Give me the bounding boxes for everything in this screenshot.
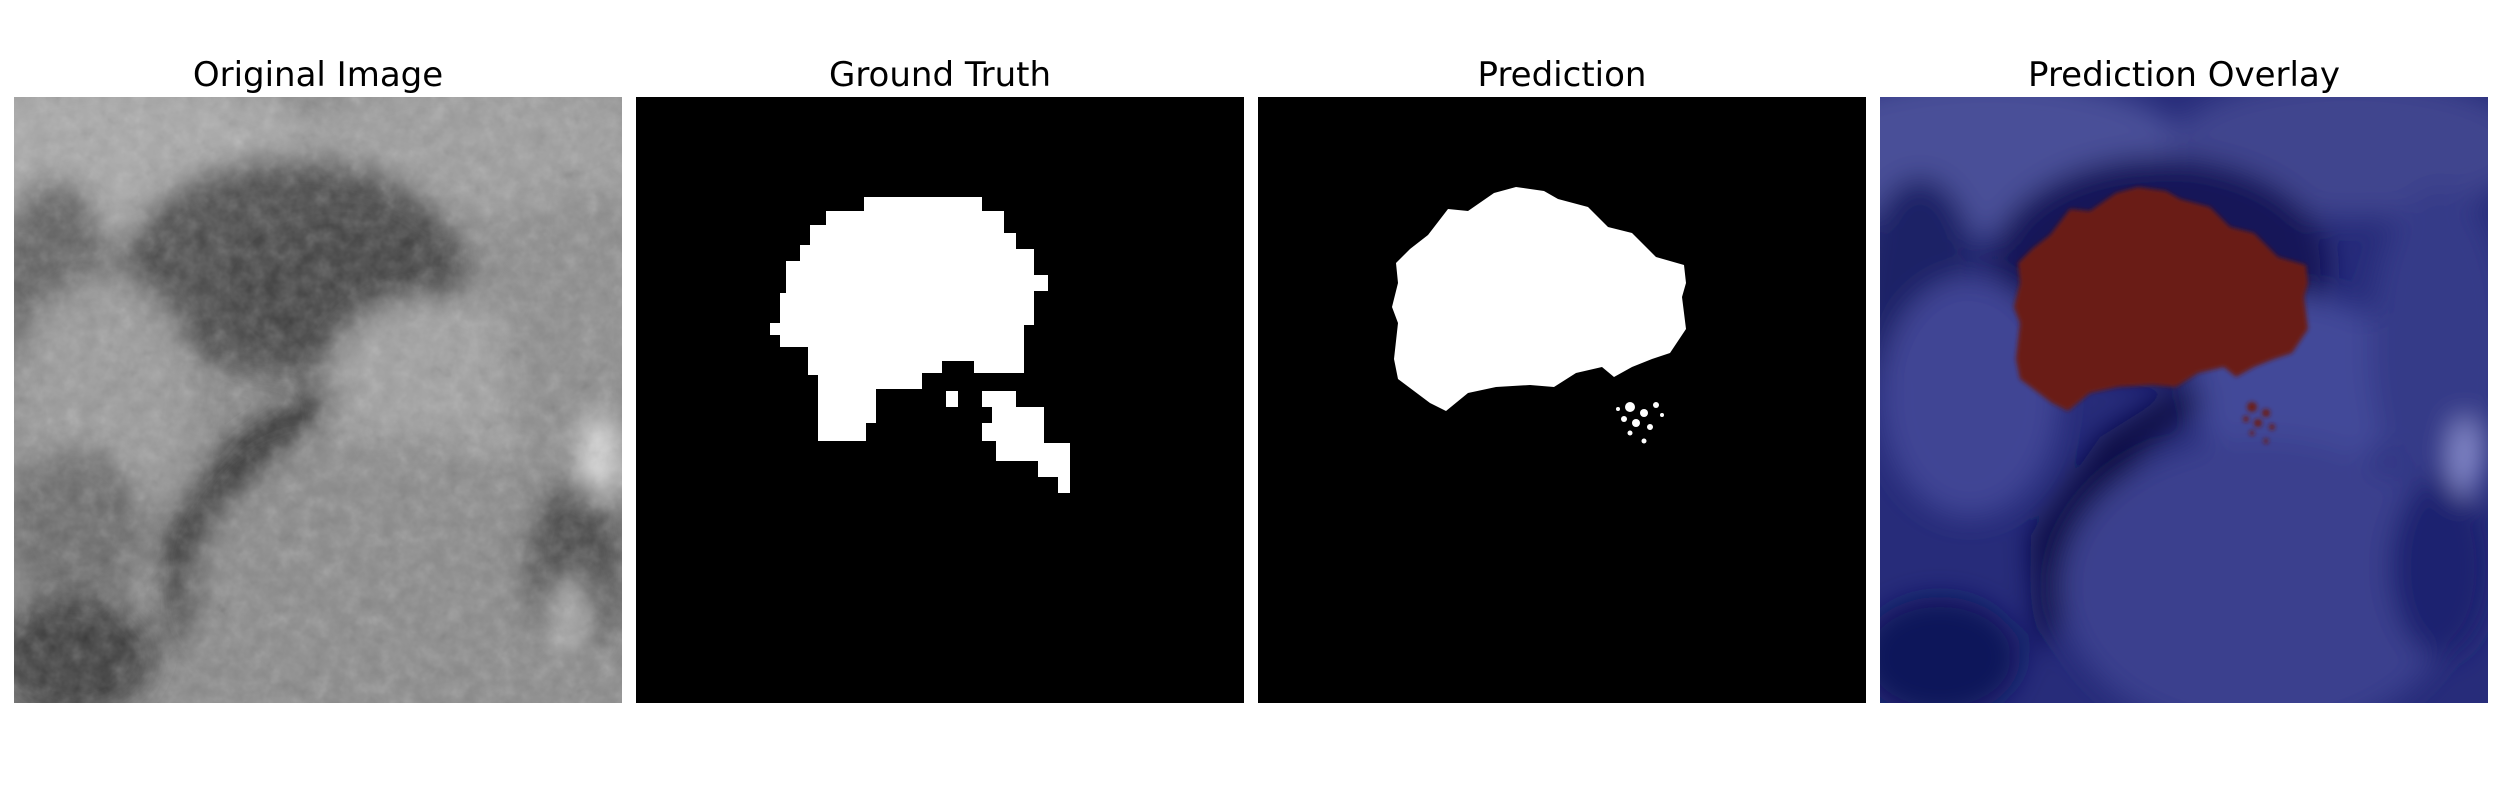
original-image-title: Original Image [192,55,444,95]
prediction-mask [1258,97,1866,703]
prediction-title: Prediction [1477,55,1647,95]
original-image [14,97,622,703]
prediction-overlay [1880,97,2488,703]
prediction-overlay-title: Prediction Overlay [2028,55,2340,95]
ground-truth-title: Ground Truth [828,55,1052,95]
prediction-overlay-panel: Prediction Overlay [1880,0,2488,800]
ground-truth-panel: Ground Truth [636,0,1244,800]
ground-truth-mask [636,97,1244,703]
prediction-panel: Prediction [1258,0,1866,800]
original-image-panel: Original Image [14,0,622,800]
